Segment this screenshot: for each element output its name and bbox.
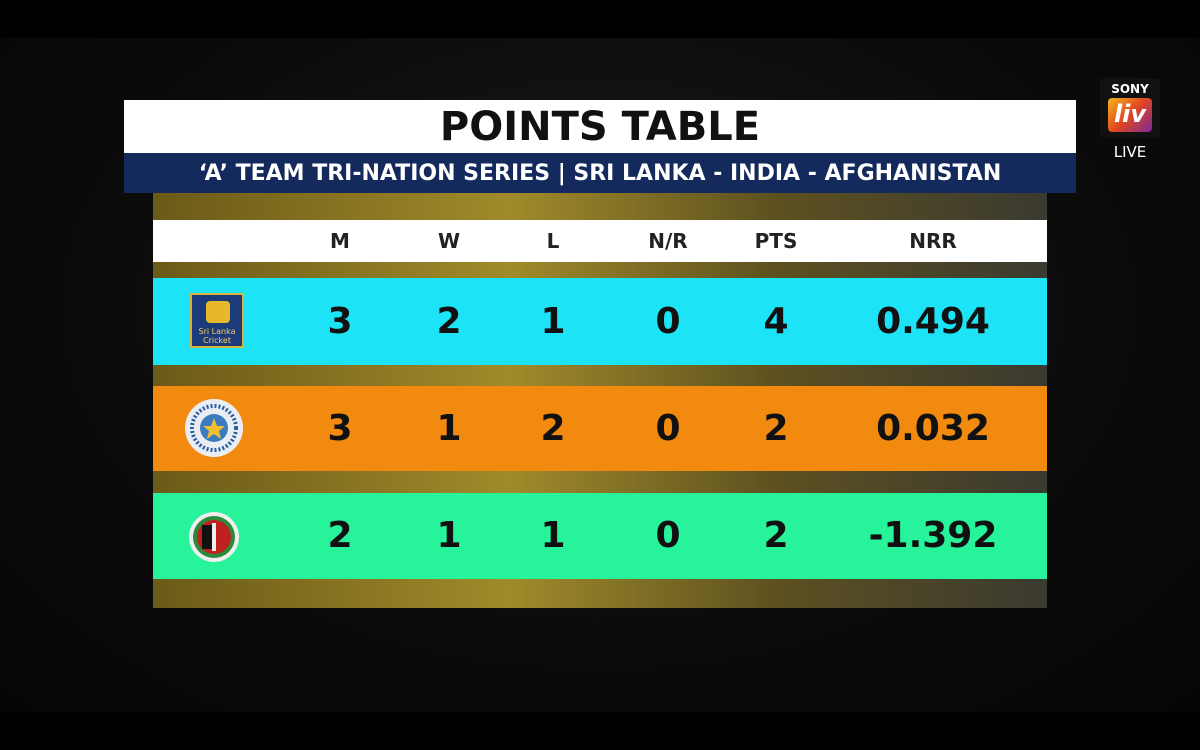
cell: 0 [655,301,681,342]
cell: 0 [655,408,681,449]
column-header: NRR [909,229,957,253]
cell: 2 [540,408,566,449]
cell: 1 [436,408,462,449]
cell: 4 [763,301,789,342]
logo: liv [1108,98,1152,132]
title: POINTS TABLE [124,100,1076,153]
brand: SONY [1111,82,1149,96]
column-header: L [546,229,560,253]
logo-text: Sri Lanka Cricket [198,327,236,345]
team-logo: Sri Lanka Cricket [190,293,250,353]
table-row [153,278,1047,365]
cell: 1 [540,515,566,556]
cell: -1.392 [868,515,998,556]
table-row [153,493,1047,579]
column-header: N/R [648,229,688,253]
cell: 3 [327,408,353,449]
cell: 2 [763,515,789,556]
cell: 2 [436,301,462,342]
broadcaster-logo: SONY liv [1100,78,1160,138]
header-row [153,220,1047,262]
cell: 2 [327,515,353,556]
column-header: M [330,229,350,253]
team-logo [184,398,244,458]
column-header: W [437,229,461,253]
cell: 0.032 [876,408,990,449]
cell: 1 [436,515,462,556]
cell: 1 [540,301,566,342]
live-status: LIVE [1113,143,1147,161]
cell: 2 [763,408,789,449]
table-row [153,386,1047,471]
team-logo [188,511,248,571]
cell: 0.494 [876,301,990,342]
cell: 0 [655,515,681,556]
subtitle: ‘A’ TEAM TRI-NATION SERIES | SRI LANKA -… [124,153,1076,193]
column-header: PTS [754,229,798,253]
cell: 3 [327,301,353,342]
